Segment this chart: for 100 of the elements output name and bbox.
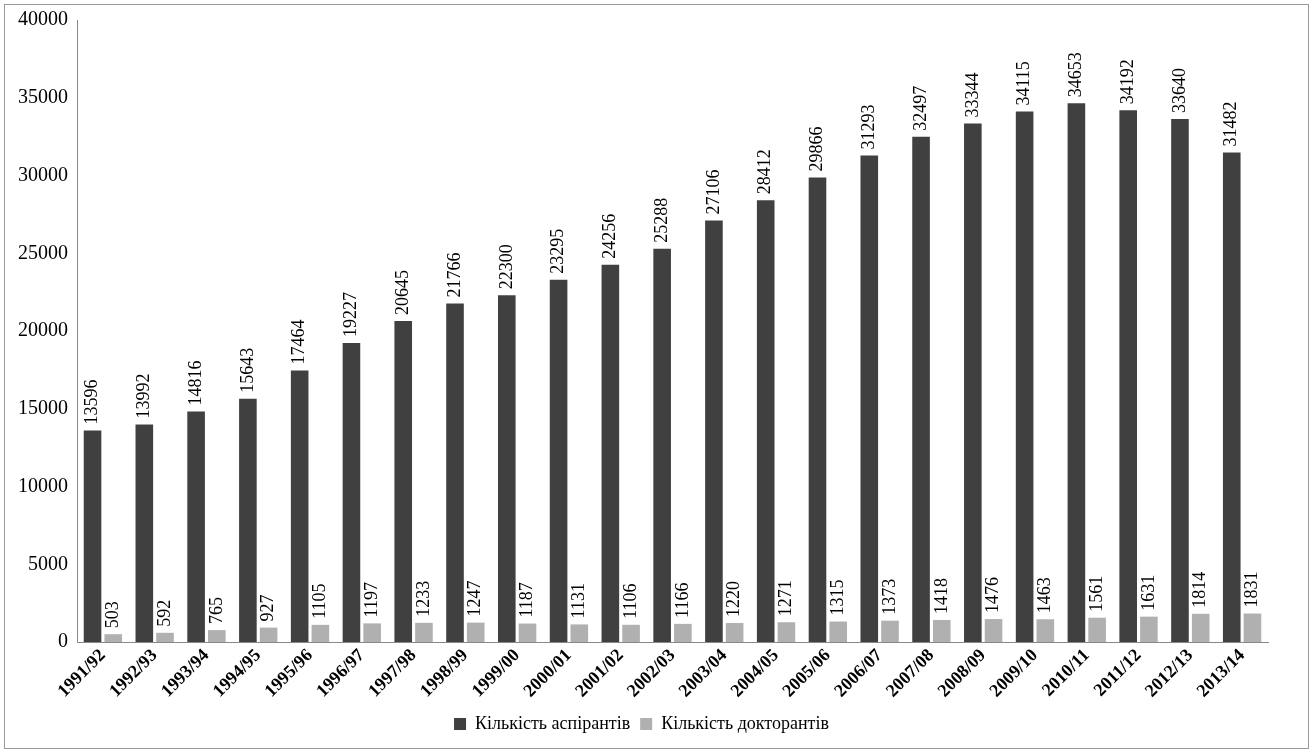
- bar: [653, 248, 671, 643]
- data-label: 34653: [1065, 52, 1086, 98]
- data-label: 34115: [1013, 61, 1034, 106]
- data-label: 13596: [81, 379, 102, 425]
- y-tick-label: 20000: [18, 318, 68, 341]
- bar: [311, 624, 330, 643]
- data-label: 503: [101, 601, 122, 629]
- data-label: 23295: [547, 228, 568, 274]
- legend-label: Кількість докторантів: [661, 712, 829, 733]
- data-label: 14816: [184, 360, 205, 406]
- data-label: 34192: [1116, 59, 1137, 105]
- legend-label: Кількість аспірантів: [475, 712, 631, 733]
- y-tick-label: 25000: [18, 240, 68, 263]
- bar: [1088, 617, 1106, 643]
- bar: [104, 634, 123, 643]
- bar: [549, 279, 568, 643]
- data-label: 13992: [133, 373, 154, 419]
- data-label: 1197: [360, 582, 381, 618]
- data-label: 22300: [495, 244, 516, 290]
- bar: [156, 632, 174, 643]
- bar: [342, 343, 361, 643]
- y-tick-label: 5000: [28, 551, 68, 574]
- bar: [394, 320, 413, 643]
- bar: [466, 622, 485, 643]
- data-label: 1561: [1085, 575, 1106, 612]
- data-label: 20645: [391, 269, 412, 315]
- data-label: 1271: [775, 580, 796, 617]
- data-label: 32497: [909, 85, 930, 131]
- y-tick-label: 15000: [18, 396, 68, 418]
- bar: [290, 370, 309, 643]
- bar: [881, 620, 899, 643]
- bar: [1222, 152, 1241, 643]
- data-label: 1315: [826, 579, 847, 616]
- bar: [363, 623, 381, 643]
- y-tick-label: 40000: [18, 7, 68, 30]
- bar: [518, 623, 537, 643]
- bar: [1036, 619, 1055, 643]
- data-label: 28412: [754, 149, 775, 195]
- data-label: 1166: [671, 582, 692, 618]
- data-label: 33344: [961, 72, 982, 118]
- bar: [1015, 111, 1034, 643]
- data-label: 25288: [650, 197, 671, 243]
- data-label: 15643: [236, 347, 257, 393]
- bar: [446, 303, 464, 643]
- bar: [829, 621, 848, 643]
- bar: [259, 627, 278, 643]
- data-label: 1247: [464, 580, 485, 617]
- data-label: 17464: [288, 319, 309, 365]
- bar: [1243, 613, 1262, 643]
- bar: [1140, 616, 1158, 643]
- bar: [497, 295, 516, 643]
- bar: [964, 123, 982, 643]
- data-label: 1106: [619, 583, 640, 619]
- bar: [601, 264, 620, 643]
- data-label: 1233: [412, 580, 433, 617]
- data-label: 1220: [723, 581, 744, 618]
- bar: [135, 424, 154, 643]
- data-label: 1814: [1189, 571, 1210, 608]
- bar: [239, 398, 257, 643]
- bar: [570, 624, 589, 643]
- data-label: 19227: [340, 292, 361, 338]
- data-label: 1131: [568, 583, 589, 619]
- bar: [756, 200, 775, 643]
- y-tick-label: 35000: [18, 85, 68, 107]
- data-label: 1463: [1034, 577, 1055, 614]
- data-label: 1418: [930, 577, 951, 614]
- y-tick-label: 10000: [18, 473, 68, 496]
- bar: [777, 622, 796, 643]
- data-label: 24256: [599, 213, 620, 259]
- data-label: 1105: [309, 583, 330, 619]
- bar: [1119, 110, 1137, 643]
- bar: [725, 623, 744, 643]
- bar: [415, 622, 433, 643]
- bar: [984, 619, 1003, 643]
- bar: [808, 177, 827, 643]
- y-tick-label: 0: [58, 629, 68, 652]
- data-label: 765: [205, 597, 226, 625]
- data-label: 27106: [702, 169, 723, 215]
- data-label: 1476: [982, 577, 1003, 614]
- data-label: 1187: [516, 582, 537, 618]
- data-label: 592: [153, 599, 174, 627]
- data-label: 31482: [1220, 101, 1241, 147]
- data-label: 1631: [1137, 574, 1158, 611]
- bar: [932, 619, 951, 643]
- bar: [1171, 118, 1189, 643]
- bar: [208, 630, 226, 643]
- bar: [1191, 613, 1210, 643]
- bar: [83, 430, 102, 643]
- bar: [187, 411, 205, 643]
- data-label: 1831: [1241, 571, 1262, 608]
- data-label: 33640: [1168, 67, 1189, 113]
- data-label: 31293: [858, 104, 879, 150]
- bar: [860, 155, 879, 643]
- data-label: 21766: [443, 252, 464, 298]
- bar: [622, 624, 640, 643]
- data-label: 927: [257, 594, 278, 622]
- data-label: 1373: [878, 578, 899, 615]
- y-tick-label: 30000: [18, 162, 68, 185]
- bar: [674, 623, 692, 643]
- bar: [705, 220, 723, 643]
